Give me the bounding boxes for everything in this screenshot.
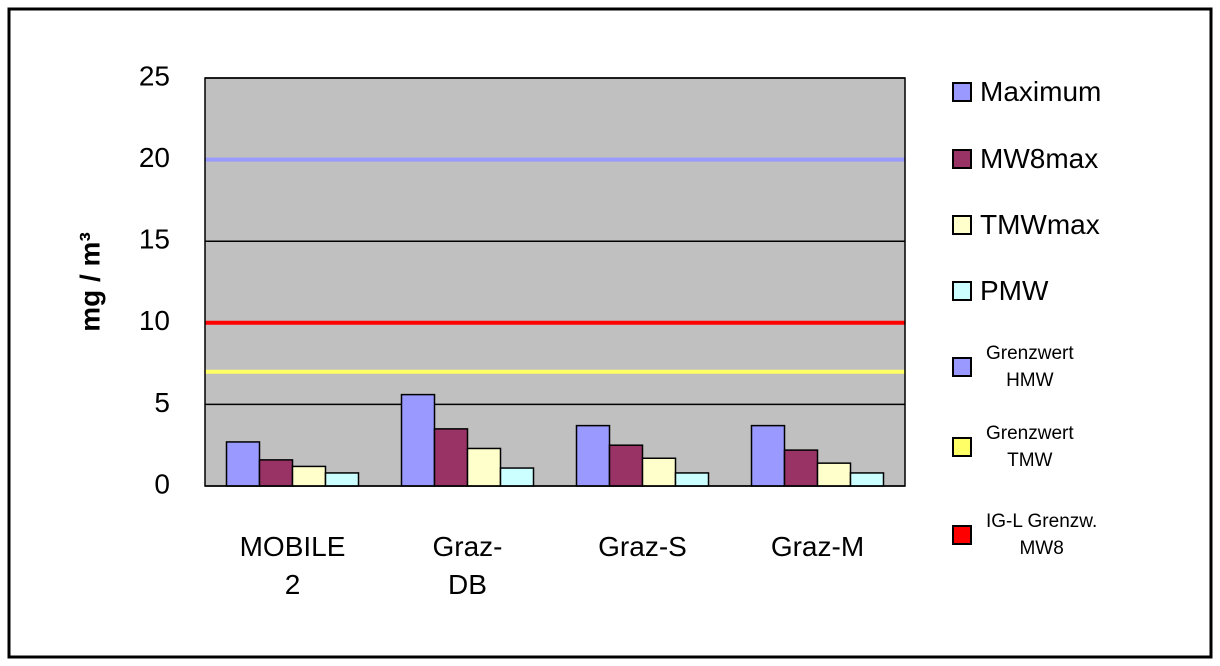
legend-swatch xyxy=(952,357,972,377)
bar xyxy=(849,472,885,487)
legend-item: Maximum xyxy=(952,76,1101,108)
legend-label: Grenzwert HMW xyxy=(986,343,1074,391)
legend-item: PMW xyxy=(952,275,1048,307)
y-tick-label: 25 xyxy=(139,60,170,91)
legend-swatch xyxy=(952,149,972,169)
legend-item: MW8max xyxy=(952,143,1098,175)
y-tick-label: 0 xyxy=(154,468,170,499)
y-tick-label: 20 xyxy=(139,142,170,173)
x-tick-label: Graz- DB xyxy=(432,531,503,600)
bar xyxy=(400,393,436,487)
bar xyxy=(816,462,852,487)
x-tick-label: Graz-M xyxy=(770,531,865,562)
bar xyxy=(291,465,327,487)
bar xyxy=(499,467,535,487)
legend-item: TMWmax xyxy=(952,209,1100,241)
bar xyxy=(750,424,786,487)
legend-label: Maximum xyxy=(980,76,1102,107)
legend-swatch xyxy=(952,82,972,102)
bar xyxy=(783,449,819,487)
legend-item: IG-L Grenzw. MW8 xyxy=(952,508,1097,562)
x-tick-label: Graz-S xyxy=(598,531,687,562)
legend-label: Grenzwert TMW xyxy=(986,423,1074,471)
y-axis-title: mg / m³ xyxy=(74,232,105,332)
y-tick-label: 5 xyxy=(154,387,170,418)
y-tick-label: 10 xyxy=(139,305,170,336)
legend-label: PMW xyxy=(980,275,1049,306)
bar xyxy=(641,457,677,487)
plot-border xyxy=(204,77,906,487)
legend-swatch xyxy=(952,525,972,545)
legend-swatch xyxy=(952,437,972,457)
legend-item: Grenzwert TMW xyxy=(952,420,1074,474)
x-tick-label: MOBILE 2 xyxy=(239,531,346,600)
bar xyxy=(608,444,644,487)
legend-label: MW8max xyxy=(980,143,1099,174)
legend-swatch xyxy=(952,281,972,301)
plot-area xyxy=(205,78,905,486)
bar xyxy=(258,459,294,487)
legend-label: TMWmax xyxy=(980,209,1100,240)
bar xyxy=(674,472,710,487)
bar xyxy=(225,441,261,487)
legend-item: Grenzwert HMW xyxy=(952,340,1074,394)
legend-label: IG-L Grenzw. MW8 xyxy=(986,511,1098,559)
bar xyxy=(466,447,502,487)
y-tick-label: 15 xyxy=(139,224,170,255)
bar xyxy=(575,424,611,487)
legend-swatch xyxy=(952,215,972,235)
bar xyxy=(433,428,469,487)
bar xyxy=(324,472,360,487)
